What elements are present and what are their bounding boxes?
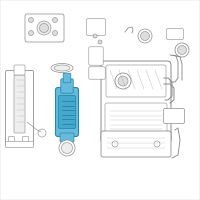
Circle shape	[98, 40, 102, 44]
FancyBboxPatch shape	[6, 142, 34, 148]
FancyBboxPatch shape	[6, 71, 34, 146]
FancyBboxPatch shape	[14, 65, 25, 75]
FancyBboxPatch shape	[22, 136, 29, 146]
FancyBboxPatch shape	[105, 103, 167, 135]
FancyBboxPatch shape	[101, 61, 171, 144]
FancyBboxPatch shape	[8, 136, 14, 146]
FancyBboxPatch shape	[89, 47, 103, 65]
Circle shape	[138, 29, 152, 43]
Circle shape	[37, 21, 51, 35]
Ellipse shape	[54, 65, 70, 71]
FancyBboxPatch shape	[164, 108, 184, 123]
FancyBboxPatch shape	[58, 96, 76, 129]
Circle shape	[112, 141, 118, 147]
Circle shape	[52, 30, 58, 36]
Circle shape	[115, 73, 131, 89]
FancyBboxPatch shape	[56, 88, 78, 136]
Circle shape	[154, 141, 160, 147]
FancyBboxPatch shape	[61, 79, 73, 93]
FancyBboxPatch shape	[166, 28, 184, 40]
Circle shape	[52, 18, 58, 22]
FancyBboxPatch shape	[14, 75, 25, 133]
Circle shape	[140, 31, 150, 40]
FancyBboxPatch shape	[60, 133, 74, 142]
FancyBboxPatch shape	[89, 67, 105, 79]
Circle shape	[29, 30, 34, 36]
Circle shape	[175, 43, 189, 57]
FancyBboxPatch shape	[86, 19, 106, 36]
FancyBboxPatch shape	[63, 73, 71, 83]
FancyBboxPatch shape	[101, 131, 171, 157]
Circle shape	[59, 140, 75, 156]
FancyBboxPatch shape	[106, 65, 166, 97]
Circle shape	[93, 34, 97, 38]
Circle shape	[38, 129, 46, 137]
Circle shape	[29, 18, 34, 22]
FancyBboxPatch shape	[25, 14, 64, 42]
Circle shape	[40, 23, 48, 32]
Circle shape	[118, 76, 128, 86]
Circle shape	[62, 142, 72, 154]
Ellipse shape	[51, 64, 73, 72]
Circle shape	[178, 46, 186, 54]
